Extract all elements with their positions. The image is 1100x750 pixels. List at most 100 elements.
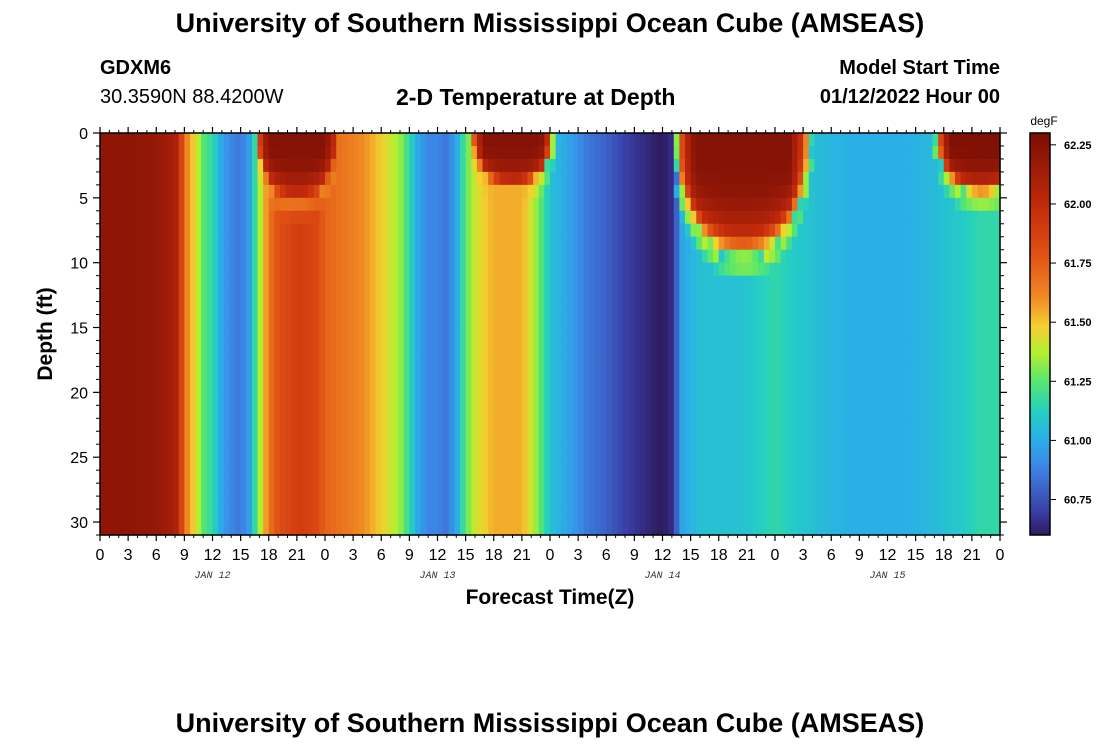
heatmap-cell — [769, 197, 776, 212]
heatmap-cell — [898, 236, 905, 251]
heatmap-cell — [246, 275, 253, 290]
heatmap-cell — [915, 210, 922, 225]
heatmap-cell — [623, 171, 630, 186]
heatmap-cell — [808, 353, 815, 368]
heatmap-cell — [791, 522, 799, 536]
heatmap-cell — [268, 275, 275, 290]
heatmap-cell — [476, 379, 484, 393]
heatmap-cell — [926, 275, 934, 290]
heatmap-cell — [578, 405, 585, 419]
heatmap-cell — [493, 236, 500, 251]
heatmap-cell — [904, 133, 911, 147]
heatmap-cell — [746, 210, 754, 225]
heatmap-cell — [583, 379, 590, 393]
heatmap-cell — [910, 262, 917, 277]
heatmap-cell — [521, 327, 529, 342]
heatmap-cell — [274, 522, 281, 536]
heatmap-cell — [167, 249, 174, 264]
heatmap-cell — [353, 158, 360, 173]
heatmap-cell — [589, 197, 596, 212]
heatmap-cell — [769, 457, 776, 471]
heatmap-cell — [139, 405, 146, 419]
heatmap-cell — [679, 133, 686, 147]
heatmap-cell — [454, 470, 461, 484]
heatmap-cell — [853, 418, 860, 432]
heatmap-cell — [583, 184, 590, 199]
heatmap-cell — [898, 262, 905, 277]
heatmap-cell — [167, 158, 174, 173]
heatmap-cell — [662, 262, 669, 277]
heatmap-cell — [364, 262, 371, 277]
heatmap-cell — [538, 379, 545, 393]
heatmap-cell — [246, 353, 253, 368]
heatmap-cell — [167, 210, 174, 225]
heatmap-cell — [392, 197, 399, 212]
heatmap-cell — [713, 327, 720, 342]
heatmap-cell — [949, 392, 956, 406]
heatmap-cell — [296, 431, 304, 445]
heatmap-cell — [949, 275, 956, 290]
heatmap-cell — [100, 483, 107, 497]
heatmap-cell — [347, 392, 354, 406]
heatmap-cell — [977, 197, 984, 212]
heatmap-cell — [358, 171, 365, 186]
heatmap-cell — [218, 418, 225, 432]
heatmap-cell — [915, 522, 922, 536]
heatmap-cell — [533, 236, 540, 251]
heatmap-cell — [561, 171, 568, 186]
heatmap-cell — [409, 145, 416, 160]
heatmap-cell — [881, 171, 889, 186]
heatmap-cell — [640, 470, 647, 484]
heatmap-cell — [988, 353, 995, 368]
heatmap-cell — [611, 249, 619, 264]
heatmap-cell — [538, 301, 545, 316]
heatmap-cell — [983, 327, 990, 342]
heatmap-cell — [386, 133, 394, 147]
heatmap-cell — [111, 444, 118, 458]
heatmap-cell — [955, 133, 962, 147]
heatmap-cell — [274, 288, 281, 303]
heatmap-cell — [932, 418, 939, 432]
heatmap-cell — [505, 301, 512, 316]
heatmap-cell — [988, 184, 995, 199]
heatmap-cell — [831, 379, 838, 393]
heatmap-cell — [679, 197, 686, 212]
heatmap-cell — [285, 158, 292, 173]
heatmap-cell — [651, 431, 658, 445]
heatmap-cell — [330, 509, 337, 523]
heatmap-cell — [420, 197, 427, 212]
heatmap-cell — [921, 392, 928, 406]
heatmap-cell — [178, 431, 185, 445]
heatmap-cell — [870, 210, 877, 225]
heatmap-cell — [454, 340, 461, 355]
heatmap-cell — [718, 470, 725, 484]
heatmap-cell — [752, 236, 759, 251]
heatmap-cell — [825, 457, 832, 471]
heatmap-cell — [538, 457, 545, 471]
heatmap-cell — [533, 522, 540, 536]
heatmap-cell — [403, 236, 410, 251]
heatmap-cell — [623, 431, 630, 445]
heatmap-cell — [111, 210, 118, 225]
heatmap-cell — [831, 223, 838, 238]
heatmap-cell — [336, 444, 343, 458]
heatmap-cell — [195, 353, 202, 368]
heatmap-cell — [977, 314, 984, 329]
heatmap-cell — [881, 496, 889, 510]
heatmap-cell — [218, 496, 225, 510]
heatmap-cell — [943, 509, 950, 523]
heatmap-cell — [887, 522, 894, 536]
heatmap-cell — [538, 353, 545, 368]
heatmap-cell — [336, 145, 343, 160]
heatmap-cell — [550, 405, 557, 419]
heatmap-cell — [145, 392, 152, 406]
heatmap-cell — [111, 405, 118, 419]
heatmap-cell — [516, 444, 523, 458]
heatmap-cell — [797, 431, 804, 445]
heatmap-cell — [426, 353, 433, 368]
heatmap-cell — [437, 275, 444, 290]
heatmap-cell — [105, 379, 112, 393]
heatmap-cell — [319, 340, 326, 355]
heatmap-cell — [398, 483, 405, 497]
heatmap-cell — [499, 483, 506, 497]
